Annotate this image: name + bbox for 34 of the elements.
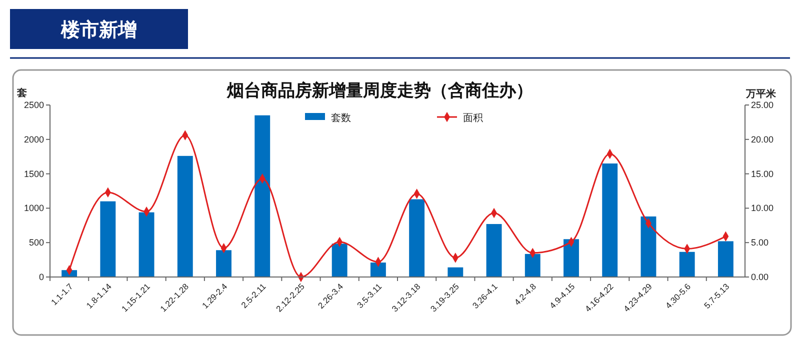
y2-tick-label: 5.00 — [751, 238, 769, 248]
y2-tick-label: 15.00 — [751, 168, 774, 179]
bar — [100, 201, 116, 277]
bar — [370, 262, 386, 277]
bar — [679, 252, 695, 277]
y2-tick-label: 0.00 — [751, 272, 769, 282]
y2-tick-label: 25.00 — [751, 100, 774, 110]
chart-title: 楼市新增 — [60, 19, 137, 41]
bar — [216, 250, 232, 277]
bar — [448, 267, 464, 277]
y-tick-label: 1500 — [24, 168, 44, 179]
y2-tick-label: 10.00 — [751, 203, 774, 214]
y-tick-label: 0 — [38, 272, 44, 282]
y-tick-label: 1000 — [24, 203, 44, 214]
bar — [254, 115, 270, 277]
legend-label: 面积 — [463, 113, 483, 124]
bar — [486, 224, 502, 277]
bar — [138, 212, 154, 277]
y-tick-label: 2000 — [24, 134, 44, 144]
bar — [564, 239, 579, 277]
bar — [718, 241, 734, 277]
bar — [409, 199, 425, 277]
y-tick-label: 500 — [28, 238, 44, 248]
bar — [332, 244, 348, 277]
bar — [602, 163, 618, 277]
y2-tick-label: 20.00 — [751, 134, 774, 144]
chart-subtitle: 烟台商品房新增量周度走势（含商住办） — [226, 81, 533, 100]
bar — [177, 156, 193, 277]
legend-label: 套数 — [331, 112, 351, 124]
bar — [640, 216, 656, 277]
y2-axis-title: 万平米 — [745, 88, 777, 100]
bar — [524, 254, 540, 277]
y-tick-label: 2500 — [24, 100, 44, 110]
y-axis-title: 套 — [16, 87, 27, 99]
